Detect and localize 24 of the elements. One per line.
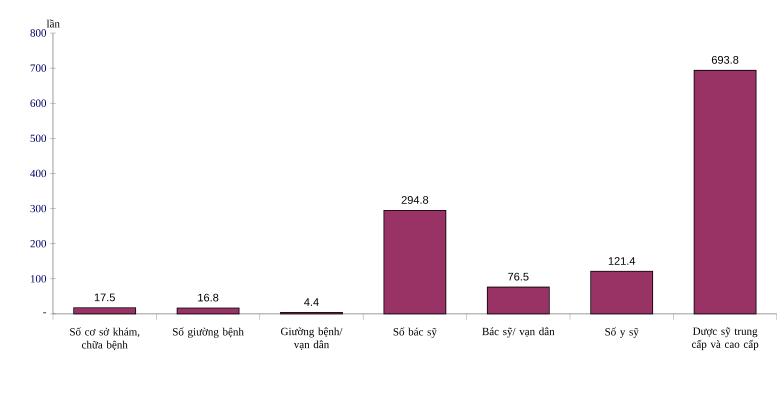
x-tick-label: Số bác sỹ xyxy=(394,327,437,338)
y-tick-label: 700 xyxy=(30,64,46,72)
data-label: 294.8 xyxy=(402,196,428,204)
x-tick-label: Dược sỹ trung cấp và cao cấp xyxy=(692,327,758,350)
y-axis-title: lần xyxy=(46,19,60,28)
y-tick-label: 200 xyxy=(30,240,46,248)
y-tick-label: 800 xyxy=(30,29,46,37)
data-label: 16.8 xyxy=(198,294,218,302)
data-label: 4.4 xyxy=(304,298,319,306)
y-tick-label: 100 xyxy=(30,275,46,283)
x-tick-label: Số y sỹ xyxy=(605,327,639,338)
data-label: 121.4 xyxy=(608,257,636,265)
data-label: 17.5 xyxy=(94,294,115,302)
x-tick-label: Bác sỹ/ vạn dân xyxy=(482,327,554,338)
x-tick-label: Giường bệnh/ vạn dân xyxy=(281,327,342,350)
y-tick-label: 400 xyxy=(30,170,46,178)
y-tick-label: 500 xyxy=(30,134,46,142)
data-label: 693.8 xyxy=(712,56,738,64)
y-tick-label: - xyxy=(43,312,46,314)
y-tick-label: 300 xyxy=(30,204,46,212)
x-tick-label: Số cơ sở khám, chữa bệnh xyxy=(70,327,140,350)
y-tick-label: 600 xyxy=(30,100,46,107)
data-label: 76.5 xyxy=(508,272,529,281)
x-tick-label: Số giường bệnh xyxy=(173,327,244,338)
